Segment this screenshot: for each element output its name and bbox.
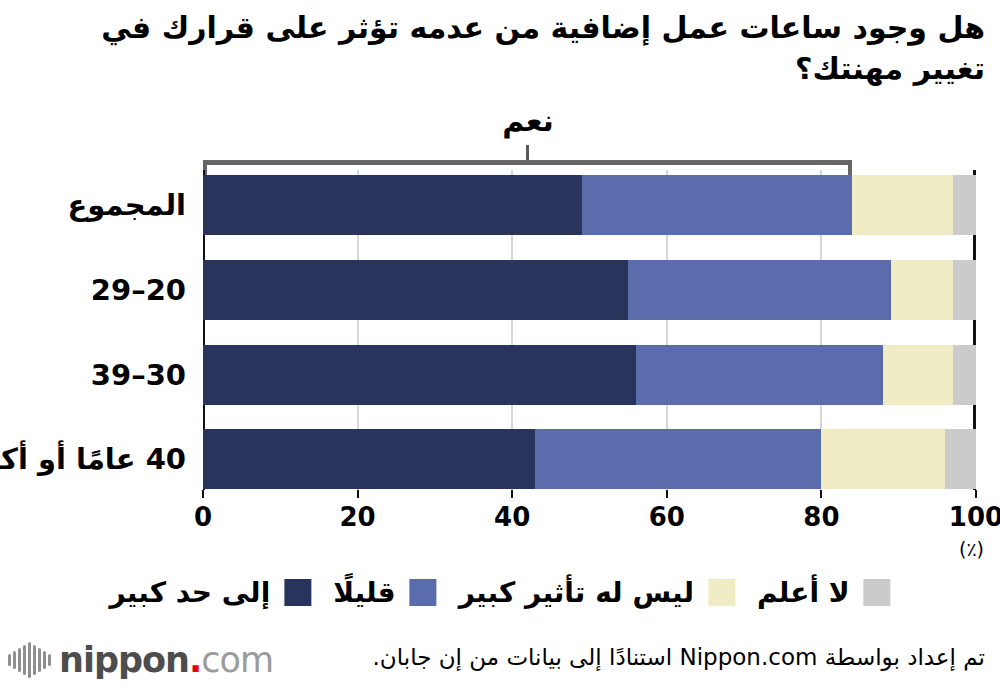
legend-swatch [864,579,891,606]
tick-mark-20 [357,490,359,498]
tick-mark-0 [202,490,204,498]
tick-mark-40 [511,490,513,498]
bar-segment [891,260,953,320]
bar-segment [953,345,976,405]
tick-mark-60 [666,490,668,498]
category-label-3: 40 عامًا أو أكثر [0,439,186,479]
plot-area [203,170,976,490]
bar-segment [203,260,628,320]
tick-label-40: 40 [494,502,530,532]
logo-tld: com [201,640,273,680]
legend-swatch [284,579,311,606]
tick-label-20: 20 [340,502,376,532]
legend-item-0: إلى حد كبير [109,576,311,609]
bar-segment [628,260,891,320]
bar-segment [203,345,636,405]
bar-segment [953,260,976,320]
tick-mark-80 [820,490,822,498]
bar-segment [852,175,952,235]
attribution-text: تم إعداد بواسطة Nippon.com استنادًا إلى … [373,644,985,670]
tick-label-100: 100 [949,502,1000,532]
logo-name: nippon [59,640,189,680]
bar-segment [636,345,883,405]
tick-label-0: 0 [194,502,212,532]
bar-row-2 [203,345,976,405]
bar-segment [953,175,976,235]
category-label-1: 20–29 [91,270,186,310]
bar-segment [821,429,945,489]
yes-bracket-label: نعم [502,103,554,138]
legend-item-2: ليس له تأثير كبير [459,576,735,609]
tick-label-60: 60 [649,502,685,532]
unit-label: (٪) [959,538,984,560]
legend-item-3: لا أعلم [757,576,891,609]
category-label-0: المجموع [67,185,186,225]
legend: إلى حد كبير قليلًا ليس له تأثير كبير لا أعل… [109,576,890,609]
category-labels: المجموع 20–29 30–39 40 عامًا أو أكثر [0,170,186,490]
tick-label-80: 80 [803,502,839,532]
tick-mark-100 [975,490,977,498]
x-axis: 020406080100 [203,490,976,570]
bar-segment [883,345,953,405]
legend-label: قليلًا [333,576,395,609]
bar-row-0 [203,175,976,235]
bar-row-3 [203,429,976,489]
bar-segment [203,429,535,489]
nippon-fan-bars-icon [8,642,51,678]
nippon-logo: nippon . com [8,638,273,682]
legend-item-1: قليلًا [333,576,436,609]
yes-bracket-connector [526,145,529,161]
logo-dot: . [189,640,201,680]
legend-label: ليس له تأثير كبير [459,576,694,609]
bar-segment [945,429,976,489]
chart-page: هل وجود ساعات عمل إضافية من عدمه تؤثر عل… [0,0,1000,686]
bar-segment [203,175,582,235]
bar-row-1 [203,260,976,320]
legend-swatch [708,579,735,606]
legend-swatch [410,579,437,606]
legend-label: إلى حد كبير [109,576,270,609]
bar-segment [582,175,853,235]
legend-label: لا أعلم [757,576,850,609]
bar-segment [535,429,821,489]
chart-title: هل وجود ساعات عمل إضافية من عدمه تؤثر عل… [60,8,985,89]
category-label-2: 30–39 [91,355,186,395]
